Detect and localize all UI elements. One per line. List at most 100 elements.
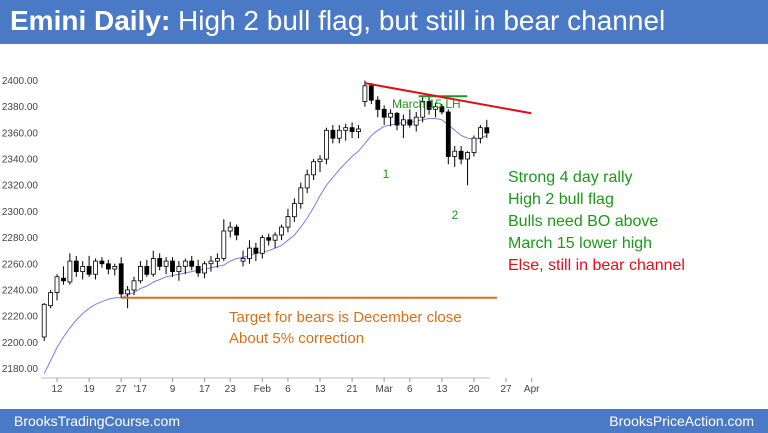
bull-candle (208, 260, 214, 265)
bull-candle (465, 152, 471, 160)
x-tick-label: 19 (84, 384, 96, 395)
commentary-line: Else, still in bear channel (508, 257, 685, 274)
bear-candle (234, 226, 240, 236)
y-tick-label: 2400.00 (2, 76, 39, 87)
bear-candle (349, 127, 355, 132)
bull-candle (362, 85, 368, 102)
bull-candle (131, 280, 137, 291)
x-tick-label: 27 (500, 384, 512, 395)
bull-candle (452, 150, 458, 157)
bear-candle (458, 150, 464, 160)
x-tick-label: 20 (468, 384, 480, 395)
y-tick-label: 2380.00 (2, 102, 39, 113)
bear-candle (381, 108, 387, 118)
bull-candle (317, 158, 323, 163)
y-tick-label: 2200.00 (2, 338, 39, 349)
bull-candle (433, 106, 438, 110)
bull-candle (214, 258, 220, 262)
bear-candle (189, 260, 195, 267)
bull-candle (343, 127, 349, 131)
bear-candle (394, 112, 400, 126)
x-axis: 12 19 27 '17 9 17 23 Feb 6 13 21 Mar 6 13 20 27 Apr (41, 377, 540, 395)
price-chart: 2180.00 2200.00 2220.00 2240.00 2260.00 2280.… (2, 76, 685, 395)
bear-candle (106, 263, 111, 270)
bull-candle (247, 247, 252, 260)
y-tick-label: 2340.00 (2, 155, 39, 166)
y-tick-label: 2360.00 (2, 128, 39, 139)
bull-candle (54, 276, 60, 293)
bull-candle (323, 129, 329, 160)
x-tick-label: Feb (254, 384, 272, 395)
bull-candle (298, 187, 304, 204)
footer-right-link[interactable]: BrooksPriceAction.com (609, 413, 754, 429)
bull-candle (285, 216, 291, 228)
footer-bar: BrooksTradingCourse.com BrooksPriceActio… (0, 409, 768, 433)
x-tick-label: 6 (285, 384, 291, 395)
x-tick-label: 13 (314, 384, 326, 395)
bear-candle (157, 258, 163, 267)
title-bar: Emini Daily: High 2 bull flag, but still… (0, 0, 768, 44)
commentary-line: Bulls need BO above (508, 213, 658, 230)
bear-candle (426, 101, 432, 110)
bull-candle (400, 119, 406, 126)
y-tick-label: 2240.00 (2, 285, 39, 296)
bear-candle (253, 247, 259, 254)
bull-candle (336, 129, 342, 139)
bull-candle (259, 237, 265, 254)
y-tick-label: 2180.00 (2, 364, 39, 375)
bear-candle (86, 265, 92, 275)
bear-candle (484, 127, 490, 134)
bull-candle (137, 265, 143, 282)
x-tick-label: 21 (347, 384, 359, 395)
annotation-labels: March 15 LH 1 2 Target for bears is Decembe… (229, 97, 462, 347)
commentary-line: Strong 4 day rally (508, 169, 633, 186)
footer-left-link[interactable]: BrooksTradingCourse.com (14, 413, 180, 429)
bull-candle (413, 116, 419, 126)
y-tick-label: 2320.00 (2, 181, 39, 192)
title-prefix: Emini Daily: (10, 5, 171, 36)
x-tick-label: 13 (436, 384, 448, 395)
bull-candle (240, 258, 246, 262)
annotation-lines (121, 82, 532, 299)
bull-candle (291, 203, 297, 218)
bear-candle (407, 119, 413, 126)
x-tick-label: 27 (116, 384, 128, 395)
bear-candle (445, 111, 451, 157)
bull-candle (477, 127, 483, 139)
bull-candle (279, 226, 284, 236)
bull-candle (272, 234, 278, 241)
title-text: High 2 bull flag, but still in bear chan… (178, 5, 666, 36)
bear-candle (99, 260, 105, 265)
annotation-march15_lh: March 15 LH (392, 97, 461, 111)
bear-candle (195, 265, 201, 274)
bull-candle (80, 265, 86, 272)
bull-candle (471, 137, 477, 153)
x-tick-label: 12 (51, 384, 63, 395)
x-tick-label: 17 (199, 384, 211, 395)
bear-candle (330, 129, 336, 139)
y-tick-label: 2300.00 (2, 207, 39, 218)
bear-candle (266, 237, 272, 241)
bull-candle (304, 174, 310, 189)
bull-candle (176, 265, 182, 272)
x-tick-label: 9 (170, 384, 176, 395)
bear-trendline (364, 82, 532, 115)
bull-candle (67, 260, 73, 283)
x-tick-label: Apr (524, 384, 540, 395)
candles-group (41, 80, 490, 341)
bull-candle (93, 260, 98, 275)
bull-candle (356, 128, 361, 132)
annotation-target: Target for bears is December close (229, 309, 462, 326)
y-tick-label: 2260.00 (2, 259, 39, 270)
bear-candle (61, 277, 66, 282)
ema-line (43, 118, 487, 374)
bull-candle (202, 263, 208, 274)
commentary: Strong 4 day rally High 2 bull flag Bulls … (508, 169, 685, 274)
y-tick-label: 2220.00 (2, 312, 39, 323)
page-title: Emini Daily: High 2 bull flag, but still… (10, 3, 665, 39)
bull-candle (182, 260, 188, 267)
commentary-line: High 2 bull flag (508, 191, 614, 208)
bear-candle (375, 99, 381, 110)
x-tick-label: '17 (134, 384, 147, 395)
bull-candle (163, 260, 169, 267)
